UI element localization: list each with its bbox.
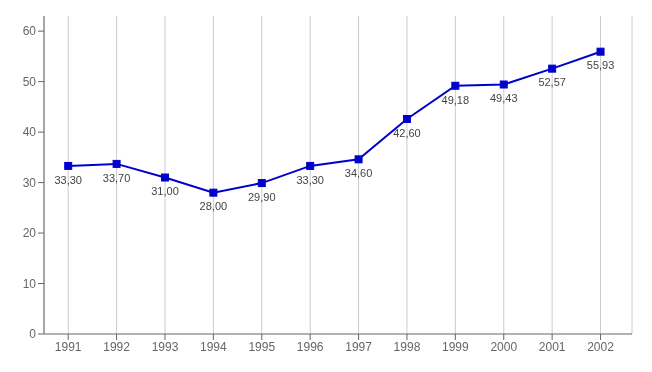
svg-text:1995: 1995	[248, 340, 275, 354]
svg-text:31,00: 31,00	[151, 185, 179, 197]
svg-text:0: 0	[29, 327, 36, 341]
svg-text:2001: 2001	[539, 340, 566, 354]
svg-text:28,00: 28,00	[200, 200, 228, 212]
svg-text:49,43: 49,43	[490, 92, 518, 104]
svg-text:20: 20	[23, 226, 37, 240]
svg-text:1992: 1992	[103, 340, 130, 354]
svg-text:1997: 1997	[345, 340, 372, 354]
svg-text:2000: 2000	[490, 340, 517, 354]
svg-text:10: 10	[23, 277, 37, 291]
svg-text:49,18: 49,18	[442, 94, 470, 106]
svg-text:30: 30	[23, 176, 37, 190]
svg-text:52,57: 52,57	[538, 76, 566, 88]
svg-text:1999: 1999	[442, 340, 469, 354]
svg-text:40: 40	[23, 125, 37, 139]
svg-text:1994: 1994	[200, 340, 227, 354]
svg-text:2002: 2002	[587, 340, 614, 354]
svg-text:1991: 1991	[55, 340, 82, 354]
svg-text:34,60: 34,60	[345, 167, 373, 179]
svg-text:33,30: 33,30	[54, 174, 82, 186]
svg-text:33,70: 33,70	[103, 172, 131, 184]
svg-text:33,30: 33,30	[296, 174, 324, 186]
svg-text:50: 50	[23, 75, 37, 89]
svg-text:42,60: 42,60	[393, 127, 421, 139]
svg-text:1996: 1996	[297, 340, 324, 354]
svg-text:1993: 1993	[152, 340, 179, 354]
svg-text:60: 60	[23, 24, 37, 38]
svg-text:1998: 1998	[394, 340, 421, 354]
svg-text:29,90: 29,90	[248, 191, 276, 203]
svg-text:55,93: 55,93	[587, 59, 615, 71]
